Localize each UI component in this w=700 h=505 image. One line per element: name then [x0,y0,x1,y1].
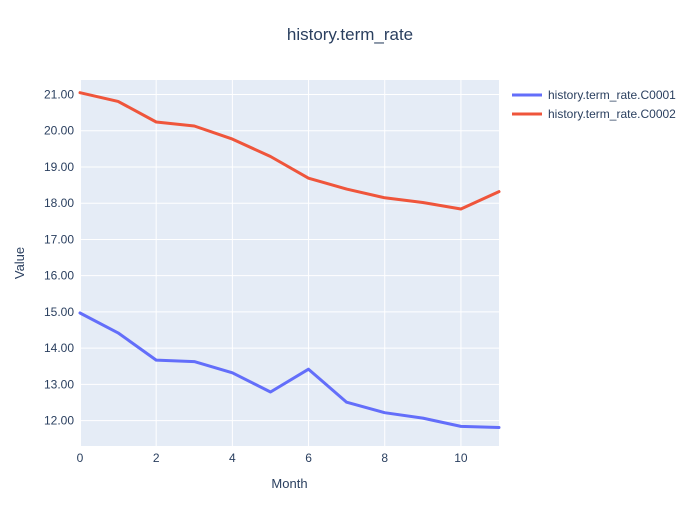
y-tick-label: 18.00 [44,196,74,210]
y-tick-label: 19.00 [44,160,74,174]
plot-background [80,80,499,446]
gridlines [79,80,499,446]
x-tick-label: 10 [454,451,468,465]
y-tick-label: 12.00 [44,414,74,428]
x-tick-label: 6 [305,451,312,465]
y-tick-label: 21.00 [44,87,74,101]
x-tick-label: 8 [381,451,388,465]
y-tick-label: 17.00 [44,232,74,246]
x-tick-label: 4 [229,451,236,465]
legend[interactable]: history.term_rate.C0001 history.term_rat… [512,88,676,121]
legend-item-c0001[interactable]: history.term_rate.C0001 [512,88,676,102]
series-line-1[interactable] [78,311,501,429]
tick-labels: 12.00 13.00 14.00 15.00 16.00 17.00 18.00 19.00… [44,87,468,465]
legend-item-c0002[interactable]: history.term_rate.C0002 [512,107,676,121]
series-line-2[interactable] [78,91,501,211]
y-tick-label: 16.00 [44,269,74,283]
x-tick-label: 0 [77,451,84,465]
y-tick-label: 20.00 [44,124,74,138]
legend-label-c0001: history.term_rate.C0001 [548,88,676,102]
x-tick-label: 2 [153,451,160,465]
x-axis-title: Month [271,476,307,491]
y-tick-label: 13.00 [44,377,74,391]
y-tick-label: 15.00 [44,305,74,319]
y-tick-label: 14.00 [44,341,74,355]
series-layer [78,91,501,429]
y-axis-title: Value [12,247,27,279]
legend-label-c0002: history.term_rate.C0002 [548,107,676,121]
chart-title: history.term_rate [287,25,413,44]
